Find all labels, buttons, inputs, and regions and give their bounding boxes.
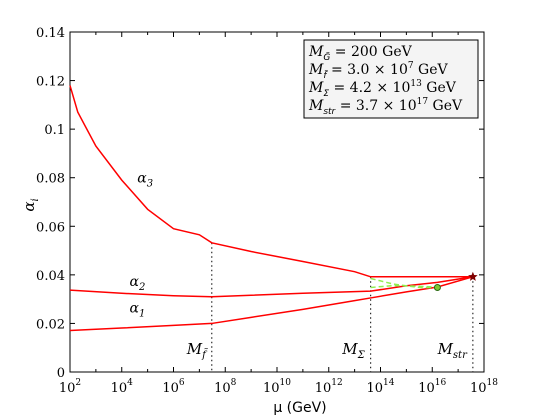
threshold-label: Mf̃ [186,340,208,361]
star-marker [468,271,478,281]
y-tick-label: 0.02 [36,317,65,332]
x-tick-label-base: 10 [418,381,435,396]
series-label: α3 [137,171,153,190]
legend-entry-symbol: M [308,44,324,60]
series-label-sub: 2 [138,282,145,293]
legend-entry-unit: GeV [414,62,449,78]
x-tick-label-base: 10 [263,381,280,396]
series-label-base: α [137,171,147,187]
x-tick-label: 1014 [367,378,395,396]
legend-entry-exp: 7 [408,61,414,71]
threshold-label-sub: Σ [357,350,366,361]
threshold-label-sub: str [453,350,468,361]
threshold-label-sub: f̃ [201,349,208,361]
x-tick-label-exp: 10 [280,378,292,388]
x-tick-label-base: 10 [59,381,76,396]
threshold-label-base: M [437,340,454,358]
y-axis-label-sub: i [30,198,41,201]
axes: 102 104 106 108 1010 1012 1014 1016 101800.020.0… [36,26,498,396]
x-tick-label-exp: 4 [127,378,133,388]
y-tick-label: 0 [57,366,65,381]
threshold-label: Mstr [437,340,469,361]
markers [433,271,478,291]
legend-entry-value: = 3.0 × 10 [327,62,408,78]
threshold-label-base: M [341,340,358,358]
x-tick-label: 108 [214,378,237,396]
legend-entry-exp: 17 [417,97,429,107]
x-tick-label-exp: 2 [75,378,81,388]
legend-entry-sub: G̃ [323,51,330,63]
legend-entry: MΣ = 4.2 × 1013 GeV [308,79,457,99]
x-tick-label-exp: 8 [231,378,237,388]
x-tick-label-base: 10 [470,381,487,396]
legend-entry-unit: GeV [422,80,457,96]
y-axis-label: αi [20,198,41,211]
dashed-series-line [370,284,438,289]
y-tick-label: 0.06 [36,220,65,235]
y-axis-label-base: α [20,202,38,212]
x-axis-label: μ (GeV) [273,400,326,416]
series-label: α2 [130,274,146,293]
x-tick-label: 106 [162,378,185,396]
series-line-2 [69,276,473,298]
x-tick-label-exp: 14 [383,378,395,388]
y-tick-label: 0.04 [36,269,65,284]
x-tick-label-exp: 16 [435,378,447,388]
legend-entry-exp: 13 [410,79,422,89]
x-tick-label-exp: 18 [487,378,499,388]
legend-entry-sub: f̃ [323,69,328,81]
series-line-3 [69,276,474,332]
x-tick-label-base: 10 [214,381,231,396]
legend-entry-symbol: M [308,62,324,78]
legend-entry-value: = 200 GeV [330,44,412,60]
legend-entry: Mstr = 3.7 × 1017 GeV [308,97,463,117]
legend-entry: MG̃ = 200 GeV [308,44,413,63]
legend-entry-symbol: M [308,98,324,114]
x-tick-label-base: 10 [162,381,179,396]
series-label-base: α [130,301,140,317]
axis-labels: μ (GeV) αi [20,198,327,416]
threshold-label-base: M [186,340,203,358]
threshold-label: MΣ [341,340,365,361]
y-tick-label: 0.1 [44,123,65,138]
x-tick-label-base: 10 [367,381,384,396]
legend-box [303,39,479,119]
circle-marker [433,283,441,291]
x-tick-label: 1016 [418,378,446,396]
series-label-base: α [130,274,140,290]
legend-entry-unit: GeV [428,98,463,114]
legend-entry-sub: str [323,107,336,117]
x-tick-label: 104 [111,378,134,396]
x-tick-label: 1010 [263,378,291,396]
x-tick-label-exp: 12 [331,378,342,388]
legend-entry: Mf̃ = 3.0 × 107 GeV [308,61,449,81]
legend-entry-sub: Σ [323,89,329,99]
x-tick-label-exp: 6 [179,378,185,388]
x-tick-label-base: 10 [111,381,128,396]
x-tick-label: 102 [59,378,81,396]
x-tick-label: 1012 [315,378,343,396]
y-tick-label: 0.12 [36,75,65,90]
y-tick-label: 0.14 [36,26,65,41]
series-label-sub: 3 [147,179,153,190]
series-label-sub: 1 [139,309,145,320]
series-line-1 [69,85,473,278]
threshold-lines: Mf̃ MΣ Mstr [186,242,474,372]
legend-entry-value: = 4.2 × 10 [329,80,410,96]
x-tick-label-base: 10 [315,381,332,396]
legend-entry-value: = 3.7 × 10 [335,98,416,114]
x-tick-label: 1018 [470,378,498,396]
legend-entry-symbol: M [308,80,324,96]
y-tick-label: 0.08 [36,172,65,187]
series-label: α1 [130,301,146,320]
